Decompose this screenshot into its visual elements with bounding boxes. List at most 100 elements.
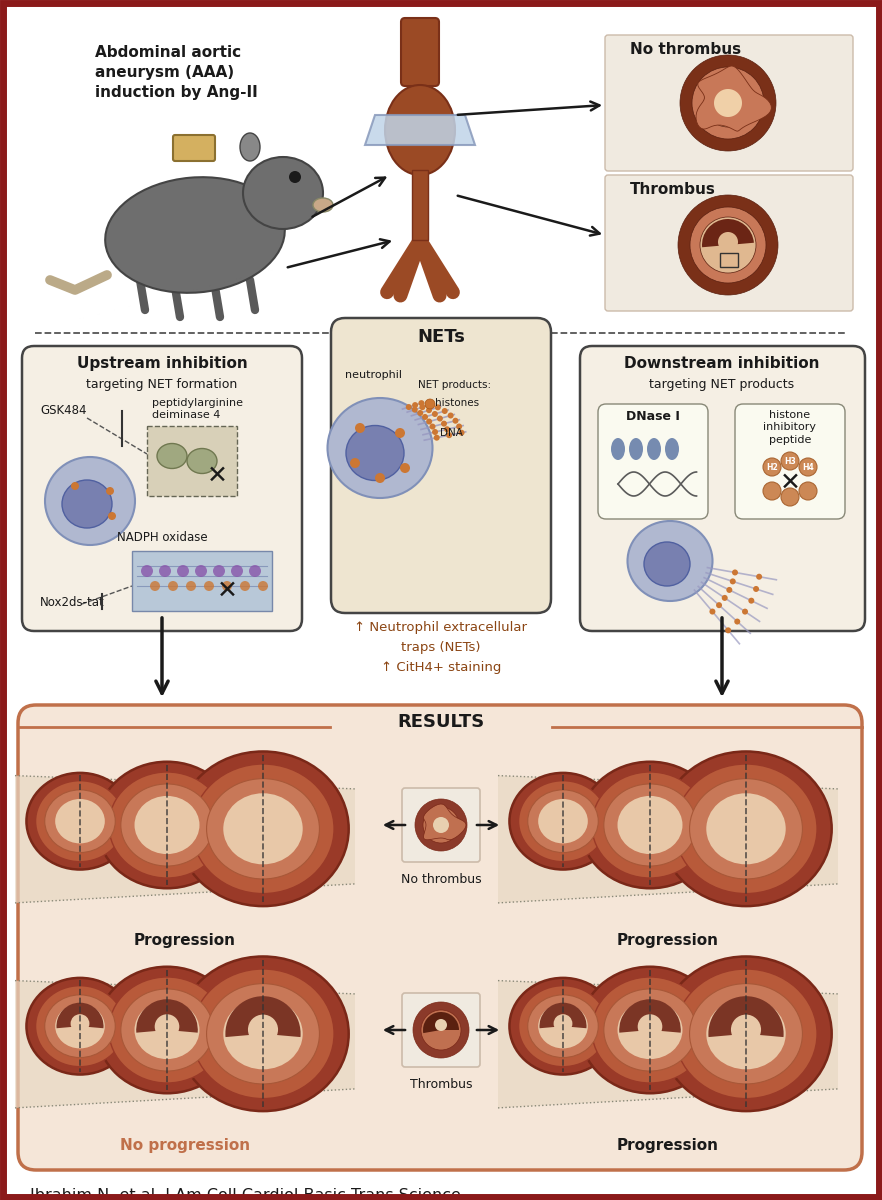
Ellipse shape [690, 779, 803, 878]
Circle shape [395, 428, 405, 438]
FancyBboxPatch shape [402, 994, 480, 1067]
Ellipse shape [604, 989, 696, 1072]
Wedge shape [226, 996, 301, 1037]
Text: No thrombus: No thrombus [630, 42, 741, 56]
Ellipse shape [223, 998, 303, 1069]
Circle shape [742, 608, 748, 614]
Text: ✕: ✕ [780, 470, 801, 494]
Circle shape [248, 1014, 278, 1045]
Bar [132, 551, 272, 611]
Circle shape [435, 1019, 447, 1031]
Polygon shape [423, 804, 466, 840]
Circle shape [456, 424, 462, 430]
Circle shape [441, 421, 447, 427]
Circle shape [249, 565, 261, 577]
Circle shape [422, 414, 428, 420]
Ellipse shape [592, 977, 708, 1084]
FancyBboxPatch shape [22, 346, 302, 631]
Ellipse shape [240, 133, 260, 161]
Text: DNA: DNA [440, 428, 463, 438]
Circle shape [427, 402, 433, 408]
Text: No progression: No progression [120, 1138, 250, 1153]
Ellipse shape [45, 457, 135, 545]
Text: Nox2ds-tat: Nox2ds-tat [40, 596, 105, 608]
Wedge shape [708, 996, 783, 1037]
Ellipse shape [629, 438, 643, 460]
Circle shape [722, 97, 734, 109]
Circle shape [425, 398, 435, 409]
Circle shape [413, 1002, 469, 1058]
Circle shape [725, 628, 731, 634]
Ellipse shape [105, 178, 285, 293]
Circle shape [159, 565, 171, 577]
Circle shape [690, 206, 766, 283]
Ellipse shape [675, 970, 817, 1098]
Ellipse shape [56, 1004, 105, 1049]
Ellipse shape [519, 985, 608, 1067]
Ellipse shape [108, 977, 225, 1084]
Ellipse shape [611, 438, 625, 460]
Circle shape [726, 587, 732, 593]
Circle shape [763, 482, 781, 500]
Ellipse shape [617, 796, 683, 854]
Circle shape [204, 581, 214, 590]
Circle shape [442, 408, 448, 414]
Circle shape [106, 487, 114, 494]
Circle shape [289, 170, 301, 182]
Ellipse shape [579, 762, 720, 888]
Text: traps (NETs): traps (NETs) [401, 641, 481, 654]
Ellipse shape [538, 799, 587, 844]
Ellipse shape [157, 444, 187, 468]
Circle shape [799, 482, 817, 500]
Ellipse shape [519, 781, 608, 862]
Polygon shape [15, 775, 355, 902]
Circle shape [71, 482, 79, 490]
Circle shape [141, 565, 153, 577]
Circle shape [412, 402, 418, 408]
Circle shape [417, 410, 423, 416]
Text: histone
inhibitory
peptide: histone inhibitory peptide [764, 410, 817, 445]
Text: Ibrahim N, et al. J Am Coll Cardiol Basic Trans Science.
2024;9(3):342-360.: Ibrahim N, et al. J Am Coll Cardiol Basi… [30, 1188, 466, 1200]
Text: Downstream inhibition: Downstream inhibition [624, 356, 819, 371]
Text: ↑ CitH4+ staining: ↑ CitH4+ staining [381, 661, 501, 674]
FancyBboxPatch shape [18, 704, 862, 1170]
Ellipse shape [135, 1001, 199, 1060]
Text: H4: H4 [802, 462, 814, 472]
FancyArrowPatch shape [387, 242, 419, 293]
FancyBboxPatch shape [402, 788, 480, 862]
Text: Progression: Progression [617, 934, 719, 948]
Ellipse shape [706, 998, 786, 1069]
Circle shape [731, 1014, 761, 1045]
Text: Abdominal aortic
aneurysm (AAA)
induction by Ang-II: Abdominal aortic aneurysm (AAA) inductio… [95, 44, 258, 100]
Ellipse shape [313, 198, 333, 212]
Circle shape [430, 424, 436, 430]
Ellipse shape [121, 989, 213, 1072]
Circle shape [406, 404, 412, 410]
Text: GSK484: GSK484 [40, 404, 86, 416]
Ellipse shape [527, 995, 598, 1057]
Circle shape [753, 586, 759, 592]
FancyArrowPatch shape [400, 242, 419, 295]
Ellipse shape [579, 967, 720, 1093]
Circle shape [448, 413, 453, 419]
Circle shape [168, 581, 178, 590]
Ellipse shape [192, 970, 334, 1098]
Circle shape [781, 452, 799, 470]
Wedge shape [540, 1003, 587, 1028]
FancyBboxPatch shape [580, 346, 865, 631]
Circle shape [437, 415, 443, 421]
Ellipse shape [108, 772, 225, 878]
Circle shape [718, 232, 738, 252]
Ellipse shape [661, 751, 832, 906]
Text: ✕: ✕ [206, 464, 228, 488]
Polygon shape [696, 66, 772, 131]
Circle shape [729, 578, 736, 584]
FancyArrowPatch shape [421, 242, 439, 295]
Circle shape [195, 565, 207, 577]
FancyBboxPatch shape [598, 404, 708, 518]
Ellipse shape [385, 85, 455, 175]
Ellipse shape [177, 956, 348, 1111]
Circle shape [419, 404, 425, 410]
Circle shape [426, 419, 432, 425]
Circle shape [415, 799, 467, 851]
